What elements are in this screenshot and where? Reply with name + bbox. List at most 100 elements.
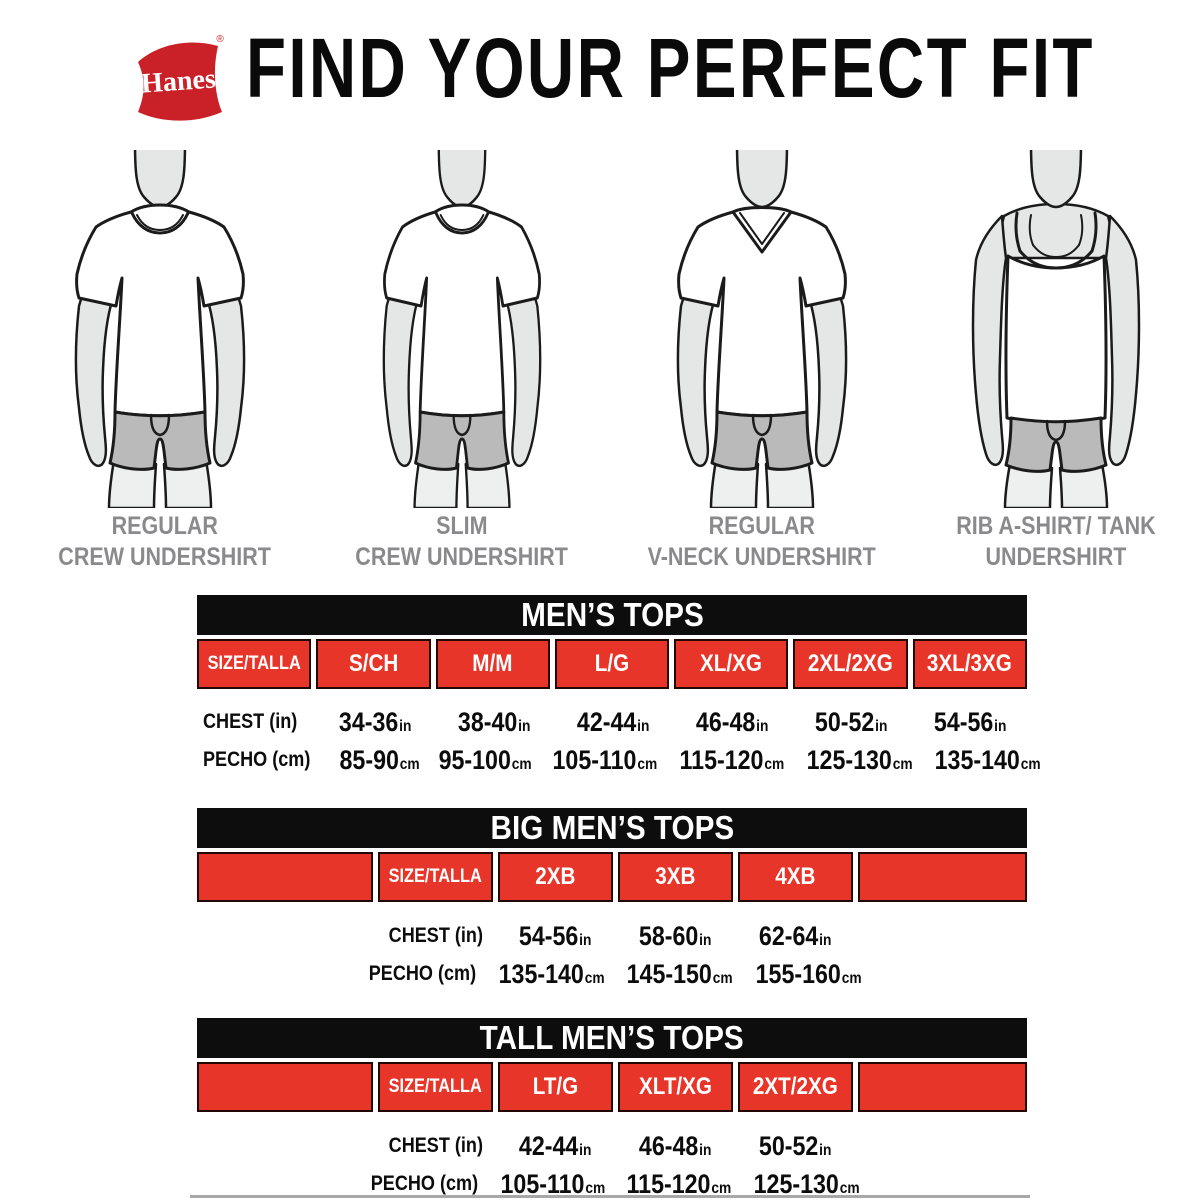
value-cell: 50-52in (738, 1131, 853, 1162)
left-arm (74, 266, 115, 468)
value: 105-110 (552, 744, 637, 775)
value-cell: 135-140cm (490, 959, 613, 990)
value-cell: 95-100cm (431, 745, 539, 776)
crew-collar-outer (130, 211, 190, 235)
row-label: CHEST (in) (197, 710, 313, 734)
value-cell: 115-120cm (671, 745, 793, 776)
blank-cell (857, 852, 1027, 902)
size-cell: XL/XG (674, 639, 789, 689)
row-label-text: CHEST (in) (388, 1134, 483, 1157)
size-cell: M/M (435, 639, 550, 689)
blank-cell (197, 852, 373, 902)
tank-undershirt-illustration (971, 150, 1141, 508)
size-label: XLT/XG (638, 1073, 712, 1100)
row-label-text: CHEST (in) (388, 924, 483, 947)
row-label-text: PECHO (cm) (370, 1172, 478, 1195)
tank-strap-right-outer (1090, 211, 1098, 253)
vneck-collar-outer (731, 210, 793, 254)
value: 34-36 (338, 706, 398, 737)
left-leg (413, 458, 460, 508)
next-section-edge (190, 1195, 1030, 1198)
value-cell: 125-130cm (798, 745, 921, 776)
fly-detail (1045, 419, 1067, 442)
row-label-text: PECHO (cm) (369, 962, 477, 985)
tank-strap-left-outer (1014, 211, 1022, 253)
size-talla-cell: SIZE/TALLA (197, 639, 312, 689)
size-talla-cell: SIZE/TALLA (377, 1062, 493, 1112)
figure-label-line1: SLIM (436, 512, 488, 540)
size-header-row: SIZE/TALLA S/CH M/M L/G XL/XG 2XL/2XG 3X… (197, 639, 1027, 689)
row-label: CHEST (in) (378, 1134, 493, 1158)
row-label-text: PECHO (cm) (203, 748, 311, 771)
value: 62-64 (759, 920, 819, 951)
pecho-row: PECHO (cm) 105-110cm 115-120cm 125-130cm (197, 1168, 1027, 1200)
figure-label-line1: REGULAR (708, 512, 816, 540)
size-label: S/CH (348, 650, 399, 677)
value: 135-140 (934, 744, 1020, 775)
value: 50-52 (814, 706, 875, 737)
unit: in (398, 717, 411, 735)
value: 155-160 (755, 958, 841, 989)
unit: in (819, 931, 832, 949)
size-cell: 2XB (497, 852, 613, 902)
unit: cm (711, 1179, 732, 1197)
figure-label-vneck: REGULAR V-NECK UNDERSHIRT (597, 511, 927, 573)
unit: in (874, 717, 888, 735)
size-talla-cell: SIZE/TALLA (377, 852, 493, 902)
value-cell: 42-44in (498, 1131, 613, 1162)
row-label: PECHO (cm) (362, 1172, 487, 1196)
value-cell: 42-44in (556, 707, 670, 738)
regular-crew-undershirt-illustration (74, 150, 246, 508)
figure-tank (946, 150, 1166, 508)
value: 42-44 (519, 1130, 579, 1161)
value-cell: 155-160cm (747, 959, 870, 990)
unit: cm (511, 755, 532, 773)
value: 145-150 (627, 958, 713, 989)
figure-label-line2: CREW UNDERSHIRT (58, 543, 272, 571)
blank-cell (857, 1062, 1027, 1112)
fly-detail (751, 413, 773, 437)
table-title-bar: BIG MEN’S TOPS (197, 808, 1027, 848)
unit: in (579, 931, 592, 949)
size-label: 4XB (775, 863, 816, 890)
figure-label-line1: RIB A-SHIRT/ TANK (956, 512, 1156, 540)
right-arm (205, 266, 246, 468)
mens-tops-table: MEN’S TOPS SIZE/TALLA S/CH M/M L/G XL/XG… (197, 595, 1041, 776)
value-cell: 58-60in (618, 921, 733, 952)
size-header-row: SIZE/TALLA LT/G XLT/XG 2XT/2XG (197, 1062, 1027, 1112)
size-cell: LT/G (497, 1062, 613, 1112)
left-arm (971, 214, 1008, 466)
vneck-undershirt-illustration (676, 150, 848, 508)
size-cell: 2XL/2XG (793, 639, 908, 689)
size-cell: 3XL/3XG (912, 639, 1027, 689)
tank-strap-right-inner (1078, 214, 1084, 246)
page-title-wrap: FIND YOUR PERFECT FIT (246, 18, 1200, 118)
size-label: XL/XG (700, 650, 763, 677)
size-label: 2XL/2XG (808, 650, 894, 677)
size-label: LT/G (532, 1073, 579, 1100)
figure-slim-crew (352, 150, 572, 508)
vneck-collar-inner (739, 212, 785, 245)
figure-label-line2: V-NECK UNDERSHIRT (647, 543, 877, 571)
unit: in (819, 1141, 832, 1159)
hanes-logo-text: Hanes (140, 63, 217, 99)
size-cell: 3XB (617, 852, 733, 902)
value-cell: 145-150cm (618, 959, 741, 990)
registered-mark: ® (216, 34, 224, 45)
unit: cm (584, 969, 605, 987)
left-arm (382, 266, 420, 468)
unit: cm (713, 969, 734, 987)
right-arm (807, 266, 848, 468)
value-cell: 135-140cm (926, 745, 1049, 776)
value-cell: 50-52in (794, 707, 908, 738)
figure-label-regular-crew: REGULAR CREW UNDERSHIRT (0, 511, 330, 573)
value-cell: 115-120cm (618, 1169, 740, 1200)
size-cell: 2XT/2XG (737, 1062, 853, 1112)
value: 42-44 (576, 706, 636, 737)
right-arm (504, 266, 542, 468)
value: 115-120 (679, 744, 764, 775)
figure-label-line2: UNDERSHIRT (985, 543, 1127, 571)
head (1029, 150, 1083, 209)
unit: cm (764, 755, 785, 773)
unit: cm (637, 755, 658, 773)
